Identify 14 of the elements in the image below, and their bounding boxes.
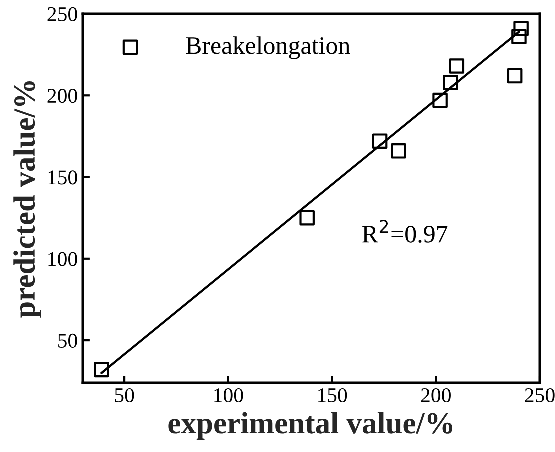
legend-label: Breakelongation [186,36,350,60]
x-tick-label: 50 [115,388,134,403]
y-tick-label: 200 [48,89,78,104]
x-axis-title: experimental value/% [168,412,452,440]
y-tick-label: 100 [48,252,78,266]
y-tick-label: 150 [48,170,78,185]
x-tick-label: 200 [421,388,451,403]
x-tick-label: 250 [525,388,555,403]
annotation: R$^{2}$=0.97 [362,220,448,243]
y-tick-label: 250 [48,7,78,22]
x-tick-label: 100 [214,388,244,403]
y-tick-label: 50 [58,334,78,348]
y-axis-title: predicted value/% [14,82,42,318]
x-tick-label: 150 [318,388,348,403]
